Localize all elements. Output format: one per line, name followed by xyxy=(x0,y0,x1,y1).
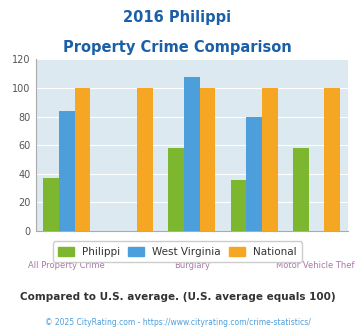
Bar xyxy=(246,116,262,231)
Bar xyxy=(262,88,278,231)
Text: Larceny & Theft: Larceny & Theft xyxy=(221,244,288,253)
Text: Arson: Arson xyxy=(117,244,141,253)
Text: All Property Crime: All Property Crime xyxy=(28,261,105,270)
Text: Motor Vehicle Theft: Motor Vehicle Theft xyxy=(276,261,355,270)
Text: Burglary: Burglary xyxy=(174,261,210,270)
Legend: Philippi, West Virginia, National: Philippi, West Virginia, National xyxy=(53,242,302,262)
Bar xyxy=(75,88,90,231)
Bar xyxy=(184,77,200,231)
Bar xyxy=(59,111,75,231)
Bar xyxy=(137,88,153,231)
Bar xyxy=(43,178,59,231)
Bar xyxy=(200,88,215,231)
Text: 2016 Philippi: 2016 Philippi xyxy=(124,10,231,25)
Text: © 2025 CityRating.com - https://www.cityrating.com/crime-statistics/: © 2025 CityRating.com - https://www.city… xyxy=(45,318,310,327)
Bar xyxy=(293,148,309,231)
Text: Compared to U.S. average. (U.S. average equals 100): Compared to U.S. average. (U.S. average … xyxy=(20,292,335,302)
Bar xyxy=(324,88,340,231)
Text: Property Crime Comparison: Property Crime Comparison xyxy=(63,40,292,54)
Bar xyxy=(231,180,246,231)
Bar xyxy=(168,148,184,231)
